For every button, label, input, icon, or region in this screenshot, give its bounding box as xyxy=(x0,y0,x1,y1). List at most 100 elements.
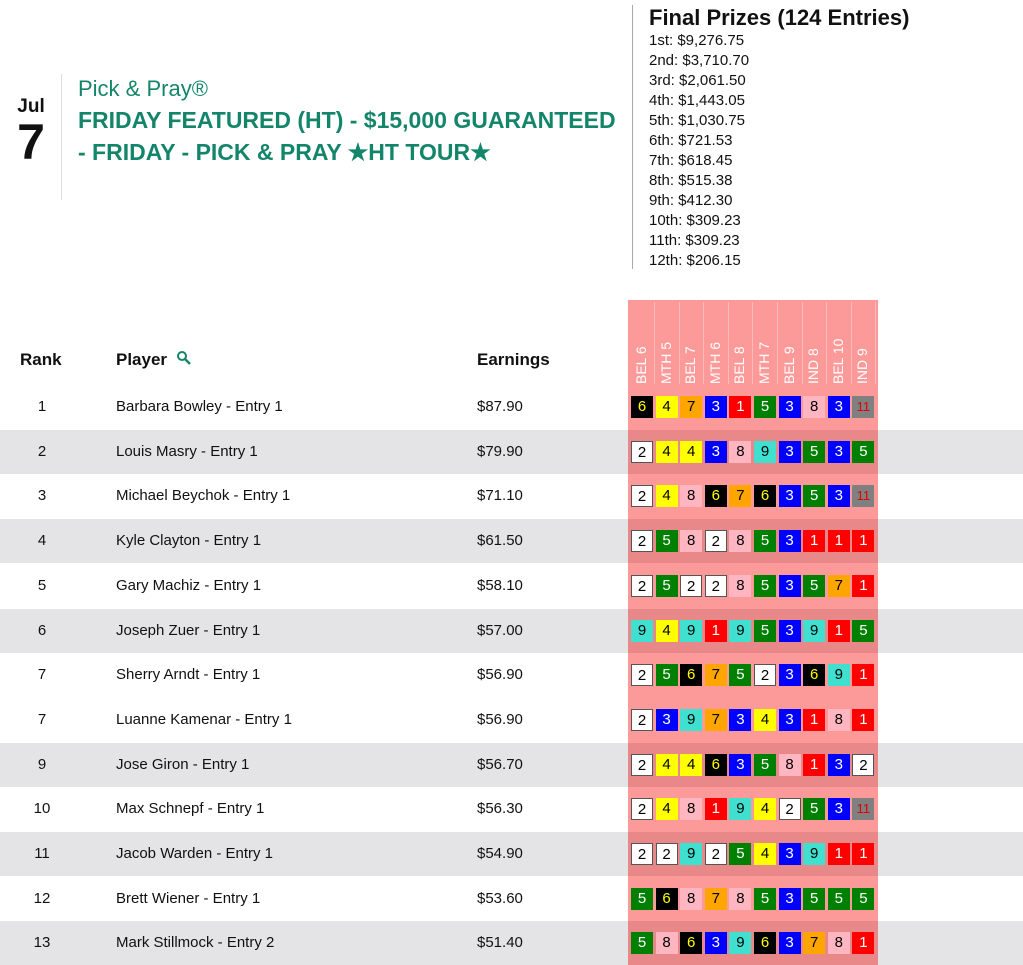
earnings-header[interactable]: Earnings xyxy=(477,350,550,369)
player-name[interactable]: Kyle Clayton - Entry 1 xyxy=(116,532,262,550)
prize-line: 8th: $515.38 xyxy=(649,172,733,189)
table-row[interactable]: 10 Max Schnepf - Entry 1 $56.30 2 4 8 1 9 4 2 5 3… xyxy=(0,787,1023,832)
event-brand: Pick & Pray® xyxy=(78,76,208,101)
pick-cell: 3 xyxy=(729,708,752,731)
pick-cell: 1 xyxy=(827,530,850,553)
table-row[interactable]: 1 Barbara Bowley - Entry 1 $87.90 6 4 7 3 1 5 3… xyxy=(0,385,1023,429)
table-row[interactable]: 4 Kyle Clayton - Entry 1 $61.50 2 5 8 2 8 5 3 1 1… xyxy=(0,519,1023,564)
pick-cell: 5 xyxy=(729,664,752,687)
table-row[interactable]: 11 Jacob Warden - Entry 1 $54.90 2 2 9 2 5 4 3 9… xyxy=(0,832,1023,876)
rank-header[interactable]: Rank xyxy=(20,350,62,369)
pick-cell: 4 xyxy=(754,798,776,821)
table-row[interactable]: 13 Mark Stillmock - Entry 2 $51.40 5 8 6 3 9 6… xyxy=(0,921,1023,965)
earnings: $58.10 xyxy=(477,576,523,594)
prize-line: 3rd: $2,061.50 xyxy=(649,72,746,89)
race-header: BEL 10 xyxy=(827,302,852,384)
pick-cell: 2 xyxy=(631,664,653,687)
player-name[interactable]: Brett Wiener - Entry 1 xyxy=(116,889,261,907)
pick-cell: 8 xyxy=(680,485,703,508)
pick-cell: 5 xyxy=(754,887,776,910)
pick-cell: 6 xyxy=(631,396,653,418)
player-name[interactable]: Louis Masry - Entry 1 xyxy=(116,442,258,460)
table-row[interactable]: 7 Sherry Arndt - Entry 1 $56.90 2 5 6 7 5 2 3 6 9… xyxy=(0,653,1023,698)
prize-line: 12th: $206.15 xyxy=(649,252,741,269)
race-header: IND 9 xyxy=(851,302,877,384)
race-label: IND 8 xyxy=(805,348,822,384)
prize-line: 11th: $309.23 xyxy=(649,232,740,249)
pick-cell: 4 xyxy=(655,396,678,418)
pick-cell: 1 xyxy=(729,396,752,418)
event-month: Jul xyxy=(17,96,45,117)
pick-cell: 5 xyxy=(852,887,875,910)
player-name[interactable]: Gary Machiz - Entry 1 xyxy=(116,576,262,594)
pick-cell: 2 xyxy=(754,664,776,687)
player-name[interactable]: Luanne Kamenar - Entry 1 xyxy=(116,710,292,728)
pick-cell: 7 xyxy=(827,574,850,597)
pick-cell: 8 xyxy=(729,530,752,553)
pick-cell: 8 xyxy=(655,932,678,955)
pick-cell: 3 xyxy=(778,530,801,553)
table-row[interactable]: 2 Louis Masry - Entry 1 $79.90 2 4 4 3 8 9 3 5 3 5 xyxy=(0,429,1023,474)
event-day: 7 xyxy=(17,114,45,170)
player-header[interactable]: Player xyxy=(116,350,192,370)
player-name[interactable]: Michael Beychok - Entry 1 xyxy=(116,487,291,505)
prize-line: 1st: $9,276.75 xyxy=(649,32,745,49)
player-name[interactable]: Sherry Arndt - Entry 1 xyxy=(116,666,261,684)
pick-cell: 8 xyxy=(729,440,752,463)
pick-cell: 7 xyxy=(729,485,752,508)
pick-cell: 1 xyxy=(827,619,850,642)
race-label: IND 9 xyxy=(854,348,871,384)
pick-cell: 5 xyxy=(754,396,776,418)
prize-line: 5th: $1,030.75 xyxy=(649,112,745,129)
pick-cell: 1 xyxy=(852,574,875,597)
prize-line: 7th: $618.45 xyxy=(649,152,733,169)
player-name[interactable]: Mark Stillmock - Entry 2 xyxy=(116,934,275,952)
table-row[interactable]: 7 Luanne Kamenar - Entry 1 $56.90 2 3 9 7 3 4 3… xyxy=(0,697,1023,742)
race-label: MTH 6 xyxy=(706,342,723,384)
table-row[interactable]: 3 Michael Beychok - Entry 1 $71.10 2 4 8 6 7 6… xyxy=(0,474,1023,519)
player-name[interactable]: Barbara Bowley - Entry 1 xyxy=(116,398,283,415)
race-label: MTH 5 xyxy=(657,342,674,384)
player-name[interactable]: Joseph Zuer - Entry 1 xyxy=(116,621,261,639)
pick-cell: 5 xyxy=(827,887,850,910)
pick-cell: 9 xyxy=(754,440,776,463)
rank: 2 xyxy=(37,442,47,460)
pick-cell: 4 xyxy=(655,440,678,463)
table-row[interactable]: 9 Jose Giron - Entry 1 $56.70 2 4 4 6 3 5 8 1 3 2 xyxy=(0,742,1023,787)
pick-cell: 3 xyxy=(778,574,801,597)
table-row[interactable]: 6 Joseph Zuer - Entry 1 $57.00 9 4 9 1 9 5 3 9 1 5 xyxy=(0,608,1023,653)
pick-cell: 5 xyxy=(803,485,826,508)
pick-cell: 2 xyxy=(704,530,727,553)
pick-cell: 2 xyxy=(631,843,653,865)
player-name[interactable]: Jose Giron - Entry 1 xyxy=(116,755,250,773)
rank: 3 xyxy=(37,487,47,505)
pick-cell: 8 xyxy=(680,887,703,910)
pick-cell: 2 xyxy=(631,440,653,463)
pick-cell: 3 xyxy=(778,887,801,910)
race-label: BEL 8 xyxy=(731,346,748,384)
pick-cell: 3 xyxy=(704,932,727,955)
final-prizes: Final Prizes (124 Entries) 1st: $9,276.7… xyxy=(632,5,909,269)
pick-cell: 5 xyxy=(803,887,826,910)
rank: 1 xyxy=(37,398,47,415)
pick-cell: 5 xyxy=(631,887,653,910)
pick-cell: 8 xyxy=(827,708,850,731)
pick-cell: 1 xyxy=(803,708,826,731)
table-row[interactable]: 12 Brett Wiener - Entry 1 $53.60 5 6 8 7 8 5 3 5… xyxy=(0,876,1023,921)
pick-cell: 9 xyxy=(803,843,826,865)
pick-cell: 3 xyxy=(778,485,801,508)
pick-cell: 3 xyxy=(827,485,850,508)
player-name[interactable]: Max Schnepf - Entry 1 xyxy=(116,800,265,818)
player-name[interactable]: Jacob Warden - Entry 1 xyxy=(116,845,274,862)
event-title: Pick & Pray® FRIDAY FEATURED (HT) - $15,… xyxy=(78,76,618,168)
rank: 5 xyxy=(37,576,47,594)
table-row[interactable]: 5 Gary Machiz - Entry 1 $58.10 2 5 2 2 8 5 3 5 7 1 xyxy=(0,563,1023,608)
race-header: MTH 7 xyxy=(753,302,778,384)
pick-cell: 4 xyxy=(655,798,678,821)
pick-cell: 2 xyxy=(631,485,653,508)
pick-cell: 11 xyxy=(852,396,875,418)
earnings: $51.40 xyxy=(477,934,523,952)
pick-cell: 3 xyxy=(704,440,727,463)
search-icon[interactable] xyxy=(176,350,192,366)
pick-cell: 6 xyxy=(704,485,727,508)
